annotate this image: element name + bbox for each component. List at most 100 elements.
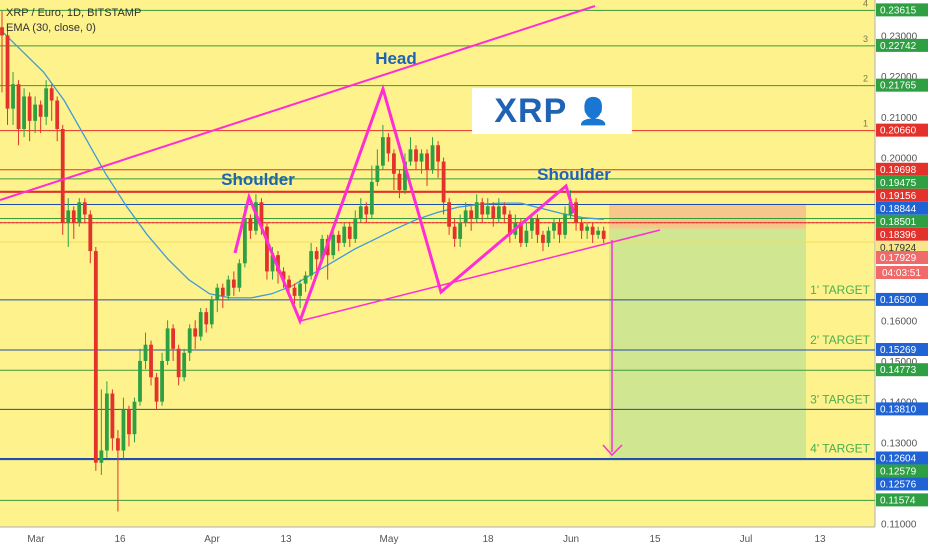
price-tag-label: 0.21765 [880,81,917,92]
price-tag-bg [876,292,928,306]
price-tag-bg [876,363,928,377]
candle-body [369,181,374,215]
candle-body [165,328,170,361]
candle-body [281,271,286,280]
price-tag-bg [876,493,928,507]
price-tag-bg [876,343,928,357]
candle-body [38,104,43,117]
candle-body [127,409,131,435]
candle-body [342,226,347,243]
y-tick-label: 0.22000 [881,72,918,83]
candle-body [535,218,540,235]
candle-body [469,210,474,219]
indicator-label: EMA (30, close, 0) [6,22,96,34]
candle-body [358,206,363,219]
candle-body [392,153,396,174]
candle-body [541,234,545,243]
price-tag-label: 0.19475 [880,178,917,189]
target-label: 1' TARGET [810,283,871,297]
x-tick-label: 13 [814,534,826,545]
price-tag-bg [876,240,928,254]
price-tag-label: 0.12604 [880,453,917,464]
price-tag-label: 0.12579 [880,466,917,477]
price-tag-label: 0.13810 [880,404,917,415]
candle-body [380,137,385,166]
candle-body [386,137,391,154]
candle-body [154,377,159,402]
candle-body [375,165,380,182]
countdown-tag-bg [876,266,928,279]
candle-body [408,149,413,162]
y-tick-label: 0.21000 [881,113,918,124]
last-price-tag: 0.17929 [880,253,917,264]
candle-body [436,145,440,162]
candle-body [347,226,352,239]
level-number: 2 [863,74,868,84]
candle-body [66,210,71,223]
candle-body [0,27,4,36]
y-tick-label: 0.13000 [881,438,918,449]
candle-body [458,222,463,239]
xrp-badge-text: XRP [494,91,568,130]
last-price-tag-bg [876,251,928,264]
price-tag-bg [876,3,928,17]
y-tick-label: 0.20000 [881,153,918,164]
candle-body [226,279,231,296]
candle-body [55,100,60,130]
y-tick-label: 0.23000 [881,31,918,42]
candle-body [160,360,164,402]
price-tag-bg [876,38,928,52]
candle-body [204,312,209,325]
candle-body [132,401,137,435]
candle-body [171,328,176,349]
x-tick-label: 13 [280,534,292,545]
x-tick-label: 18 [482,534,494,545]
x-tick-label: Jun [563,534,579,545]
candle-body [287,279,291,288]
candle-body [176,348,181,378]
candle-body [292,287,297,296]
candle-body [463,210,468,223]
head-shoulders-pattern [233,84,576,326]
candle-body [265,226,269,272]
pattern-annotation: Shoulder [221,170,295,189]
price-tag-label: 0.16500 [880,295,917,306]
candle-body [116,438,120,451]
xrp-badge: XRP 👤 [472,88,632,134]
price-tag-label: 0.15269 [880,345,917,356]
candle-body [99,450,104,463]
candle-body [568,202,573,215]
candle-body [82,202,87,215]
upper-trendline [0,5,596,201]
candle-body [314,251,319,260]
candle-body [364,206,369,215]
x-tick-label: Jul [740,534,753,545]
candle-body [425,153,429,170]
candle-body [121,409,126,451]
candle-body [414,149,418,162]
price-tag-bg [876,477,928,491]
candle-body [502,206,507,215]
candle-body [303,275,308,284]
candle-body [77,202,82,223]
stop-loss-zone [609,203,806,229]
price-tag-bg [876,188,928,202]
candle-body [403,161,407,191]
candle-body [49,88,54,101]
level-number: 4 [863,0,868,8]
candle-body [248,218,253,231]
candle-body [60,129,65,223]
pattern-annotation: Shoulder [537,165,611,184]
candle-body [320,238,325,260]
candle-body [485,206,490,215]
candle-body [419,153,424,162]
price-tag-label: 0.20660 [880,126,917,137]
candle-body [231,279,236,288]
price-tag-label: 0.22742 [880,41,917,52]
candle-body [596,230,601,235]
price-tag-label: 0.19698 [880,165,917,176]
x-tick-label: Apr [204,534,220,545]
candle-body [237,263,242,288]
